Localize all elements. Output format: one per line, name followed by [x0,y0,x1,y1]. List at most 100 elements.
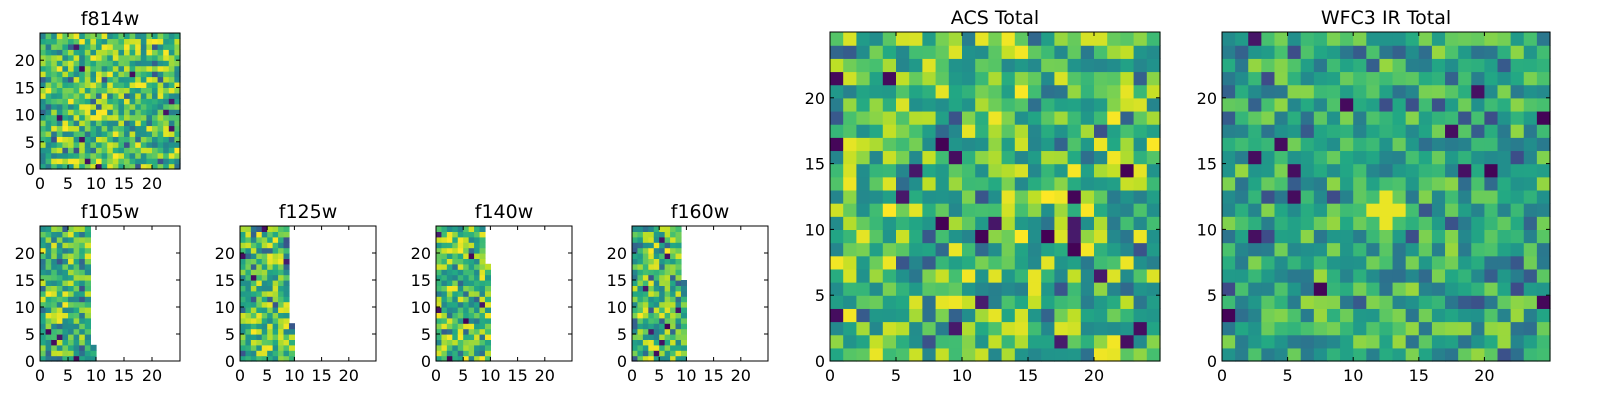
heatmap-cell [1094,176,1108,191]
heatmap-cell [62,323,69,330]
heatmap-cell [463,285,470,292]
heatmap-cell [632,350,639,357]
heatmap-cell [648,350,655,357]
axes-frame [39,225,181,362]
heatmap-cell [1458,295,1472,309]
heatmap-cell [272,269,279,276]
heatmap-cell [909,242,923,257]
heatmap-cell [1326,216,1341,230]
heatmap-cell [856,176,871,191]
heatmap-cell [101,130,108,137]
heatmap-cell [40,226,47,232]
axes-frame [631,225,769,362]
heatmap-cell [283,280,290,286]
heatmap-cell [1001,268,1016,283]
heatmap-cell [637,231,644,238]
heatmap-cell [1340,347,1354,362]
heatmap-cell [101,125,108,132]
heatmap-cell [474,258,481,265]
heatmap-cell [112,130,119,137]
heatmap-cell [168,71,175,78]
heatmap-cell [1418,176,1433,191]
heatmap-cell [659,301,666,308]
heatmap-cell [1379,110,1394,125]
heatmap-cell [1484,58,1499,73]
heatmap-cell [1313,203,1328,217]
heatmap-cell [463,269,470,276]
heatmap-cell [272,307,279,313]
heatmap-cell [896,255,910,270]
heatmap-cell [283,269,290,276]
heatmap-cell [152,65,159,72]
heatmap-cell [446,312,453,319]
heatmap-cell [146,103,153,110]
heatmap-cell [637,236,644,243]
heatmap-cell [68,350,75,357]
heatmap-cell [1054,189,1069,204]
heatmap-cell [922,216,937,230]
heatmap-cell [642,258,649,265]
y-tick-label: 20 [1197,89,1217,108]
heatmap-cell [56,152,63,159]
heatmap-cell [1484,334,1499,349]
heatmap-cell [856,137,871,152]
heatmap-cell [675,312,682,319]
heatmap-cell [79,136,86,143]
heatmap-cell [1445,255,1459,270]
heatmap-cell [112,136,119,143]
heatmap-cell [79,87,86,94]
heatmap-cell [484,301,491,308]
heatmap-cell [1146,97,1161,112]
heatmap-cell [962,150,976,165]
heatmap-cell [474,263,481,270]
heatmap-cell [112,163,119,170]
heatmap-cell [463,334,470,340]
heatmap-cell [283,285,290,292]
heatmap-cell [256,236,263,243]
heatmap-cell [843,295,857,309]
x-tick-label: 15 [507,366,527,385]
heatmap-cell [250,226,257,232]
heatmap-cell [962,203,976,217]
heatmap-cell [446,323,453,330]
heatmap-cell [1261,137,1276,152]
heatmap-cell [1484,268,1499,283]
heatmap-cell [659,253,666,259]
heatmap-cell [659,242,666,249]
heatmap-cell [157,87,164,94]
heatmap-cell [68,296,75,303]
heatmap-cell [288,339,295,346]
heatmap-cell [896,137,910,152]
heatmap-cell [1353,347,1367,362]
heatmap-cell [1261,282,1276,296]
heatmap-cell [935,124,950,138]
heatmap-cell [45,120,52,127]
heatmap-cell [632,236,639,243]
heatmap-cell [84,296,91,303]
heatmap-cell [84,334,91,340]
heatmap-cell [124,43,131,50]
heatmap-cell [1366,71,1381,86]
heatmap-cell [664,317,671,324]
heatmap-cell [922,110,937,125]
heatmap-cell [1431,84,1446,99]
heatmap-cell [73,158,80,165]
heatmap-cell [1458,242,1472,257]
heatmap-cell [84,136,91,143]
heatmap-cell [1235,45,1249,59]
heatmap-cell [1340,216,1354,230]
heatmap-cell [1248,163,1262,178]
heatmap-cell [62,350,69,357]
heatmap-cell [278,263,285,270]
heatmap-cell [680,355,687,362]
heatmap-cell [278,274,285,281]
heatmap-cell [975,347,989,362]
heatmap-cell [843,334,857,349]
heatmap-cell [648,344,655,351]
heatmap-cell [457,269,464,276]
heatmap-cell [468,285,475,292]
heatmap-cell [1274,71,1289,86]
heatmap-cell [1418,32,1433,46]
heatmap-cell [68,263,75,270]
heatmap-cell [1041,163,1055,178]
